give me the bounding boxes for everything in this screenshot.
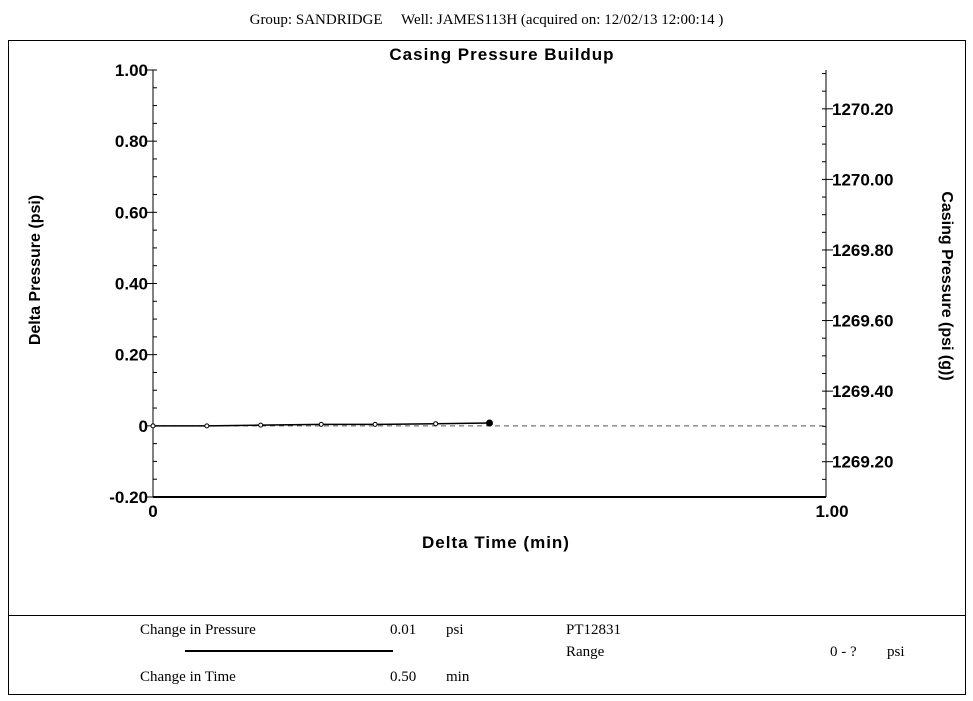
pressure-change-unit: psi: [446, 622, 464, 638]
data-point: [258, 422, 264, 428]
ratio-divider-line: [185, 650, 393, 652]
pressure-change-label: Change in Pressure: [140, 622, 256, 638]
data-point: [318, 421, 324, 427]
y-axis-label: Delta Pressure (psi): [27, 195, 44, 345]
well-label: Well: JAMES113H (acquired on: 12/02/13 1…: [401, 12, 724, 28]
y-tick-label: -0.20: [109, 488, 148, 507]
data-point: [372, 421, 378, 427]
x-tick-label: 0: [148, 502, 157, 521]
time-change-label: Change in Time: [140, 669, 236, 685]
group-label: Group: SANDRIDGE: [249, 12, 383, 28]
y2-tick-label: 1269.20: [832, 453, 893, 472]
y2-tick-label: 1270.00: [832, 170, 893, 189]
y-tick-label: 0.60: [115, 203, 148, 222]
time-change-value: 0.50: [390, 669, 417, 685]
y2-axis-label: Casing Pressure (psi (g)): [938, 191, 955, 380]
marks-group: [150, 419, 826, 429]
y-tick-label: 0: [139, 417, 148, 436]
data-point: [204, 423, 210, 429]
y-tick-label: 0.20: [115, 346, 148, 365]
data-point: [486, 419, 493, 427]
axes-group: 1.000.800.600.400.200-0.201270.201270.00…: [109, 61, 893, 521]
gauge-id: PT12831: [566, 622, 622, 638]
x-tick-label: 1.00: [815, 502, 848, 521]
range-unit: psi: [887, 644, 905, 660]
chart-header: Group: SANDRIDGE Well: JAMES113H (acquir…: [0, 12, 973, 29]
y2-tick-label: 1270.20: [832, 100, 893, 119]
y2-tick-label: 1269.80: [832, 241, 893, 260]
y-tick-label: 0.40: [115, 275, 148, 294]
x-axis-label: Delta Time (min): [422, 533, 570, 552]
time-change-unit: min: [446, 669, 470, 685]
chart-title: Casing Pressure Buildup: [389, 45, 614, 64]
data-point: [150, 423, 156, 429]
y2-tick-label: 1269.60: [832, 312, 893, 331]
y-tick-label: 0.80: [115, 132, 148, 151]
pressure-change-value: 0.01: [390, 622, 417, 638]
y2-tick-label: 1269.40: [832, 382, 893, 401]
data-point: [433, 421, 439, 427]
range-label: Range: [566, 644, 605, 660]
y-tick-label: 1.00: [115, 61, 148, 80]
range-value: 0 - ?: [830, 644, 857, 660]
